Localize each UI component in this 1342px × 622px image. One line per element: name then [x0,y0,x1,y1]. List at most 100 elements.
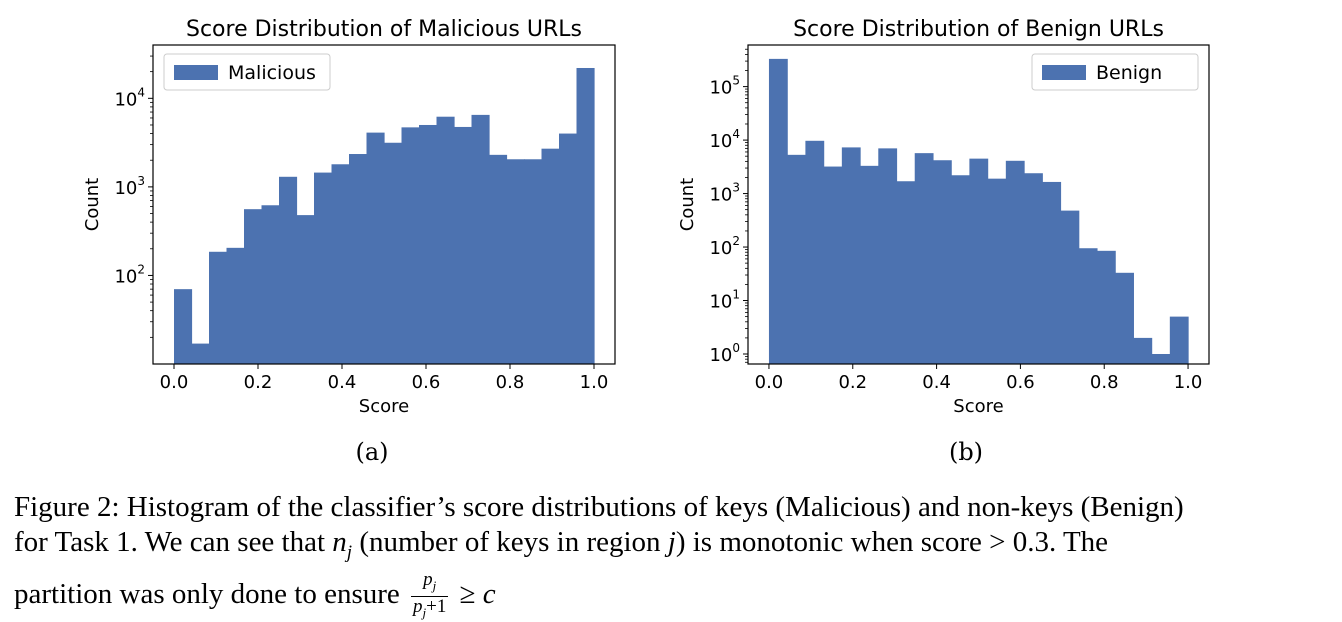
histogram-bar [401,127,420,364]
x-tick-label: 0.6 [1006,372,1035,393]
plot-frame [152,44,616,365]
y-tick-base: 10 [709,185,732,206]
histogram-bar [878,148,898,364]
legend-swatch [1042,65,1086,80]
math-fraction: pj pj+1 [411,568,449,620]
histogram-bar [1078,248,1098,364]
y-tick-label: 102 [114,262,145,287]
histogram-bar [296,215,315,364]
caption-text: ) is monotonic when score > 0.3. The [675,526,1109,558]
y-tick-exponent: 2 [137,262,145,276]
histogram-bar [559,133,578,364]
histogram-bar [1096,250,1116,364]
y-tick-label: 105 [709,74,740,99]
y-tick-exponent: 5 [732,74,740,88]
subfigure-label: (b) [949,438,983,466]
legend-label: Malicious [228,62,316,84]
histogram-bar [454,126,473,364]
histogram-bar [932,160,952,364]
subfigure-label: (a) [355,438,388,466]
histogram-bar [191,343,210,364]
histogram-bar [279,176,298,364]
histogram-bar [896,181,916,364]
caption-text: partition was only done to ensure [14,577,408,610]
legend-box [163,53,331,91]
y-tick-label: 102 [709,234,740,259]
y-tick-base: 10 [709,131,732,152]
histogram-bar [174,289,193,364]
chart-title: Score Distribution of Benign URLs [793,17,1164,42]
histogram-bar [1133,337,1153,364]
x-axis-label: Score [359,396,409,417]
caption-line-1: Figure 2: Histogram of the classifier’s … [14,491,1184,523]
y-tick-exponent: 3 [137,174,145,188]
y-tick-base: 10 [709,78,732,99]
histogram-bar [209,251,228,364]
histogram-bar [823,166,843,364]
histogram-bar [914,153,934,364]
histogram-bar [1042,181,1062,364]
y-tick-exponent: 4 [137,85,145,99]
x-tick-label: 0.8 [496,372,525,393]
y-tick-exponent: 4 [732,127,740,141]
y-tick-label: 104 [709,127,740,152]
x-tick-label: 0.2 [244,372,273,393]
histogram-bar [1060,210,1080,364]
x-tick-label: 0.8 [1090,372,1119,393]
y-tick-exponent: 1 [732,288,740,302]
y-tick-label: 101 [709,288,740,313]
y-tick-base: 10 [114,178,137,199]
caption-text: ≥ [452,577,483,610]
histogram-bar [860,165,879,364]
y-tick-label: 103 [114,174,145,199]
caption-line-2: for Task 1. We can see that nj (number o… [14,525,1334,570]
histogram-bar [787,154,806,364]
math-c: c [482,577,496,610]
legend: Benign [1031,53,1199,91]
x-tick-label: 0.4 [922,372,951,393]
x-axis-label: Score [953,396,1003,417]
histogram-bar [436,116,455,364]
histogram-bar [1115,272,1134,364]
x-tick-label: 0.0 [755,372,784,393]
histogram-bar [1169,316,1189,364]
y-tick-exponent: 2 [732,234,740,248]
histogram-bar [366,132,385,364]
histogram-bar [261,205,280,364]
y-tick-label: 100 [709,341,740,366]
histogram-bar [384,142,403,364]
histogram-bar [841,147,861,364]
histogram-bar [331,164,350,364]
histogram-bar [419,124,438,364]
x-tick-label: 0.4 [328,372,357,393]
math-n: nj [332,526,353,563]
x-tick-label: 0.0 [160,372,189,393]
histogram-bar [951,175,970,364]
y-tick-exponent: 3 [732,181,740,195]
y-tick-label: 103 [709,181,740,206]
y-tick-base: 10 [709,345,732,366]
y-tick-exponent: 0 [732,341,740,355]
histogram-bar [226,247,245,364]
histogram-bar [349,154,368,364]
chart-benign: 0.0 0.2 0.4 0.6 0.8 1.0100101102103104105Scor… [677,17,1210,466]
histogram-bar [768,58,788,364]
caption-text: (number of keys in region [352,526,668,558]
y-tick-base: 10 [114,89,137,110]
histogram-bar [314,172,333,364]
x-tick-label: 0.6 [412,372,441,393]
chart-title: Score Distribution of Malicious URLs [186,17,582,42]
legend-swatch [174,65,218,80]
histogram-bar [471,114,490,364]
y-tick-base: 10 [709,238,732,259]
y-tick-label: 104 [114,85,145,110]
legend: Malicious [163,53,331,91]
caption-text: for Task 1. We can see that [14,526,333,558]
histogram-bar [576,67,595,364]
caption-line-3: partition was only done to ensure pj pj+1… [14,568,1334,622]
figure-caption: Figure 2: Histogram of the classifier’s … [14,490,1334,622]
histogram-bar [969,158,989,364]
histogram-bar [244,209,263,364]
